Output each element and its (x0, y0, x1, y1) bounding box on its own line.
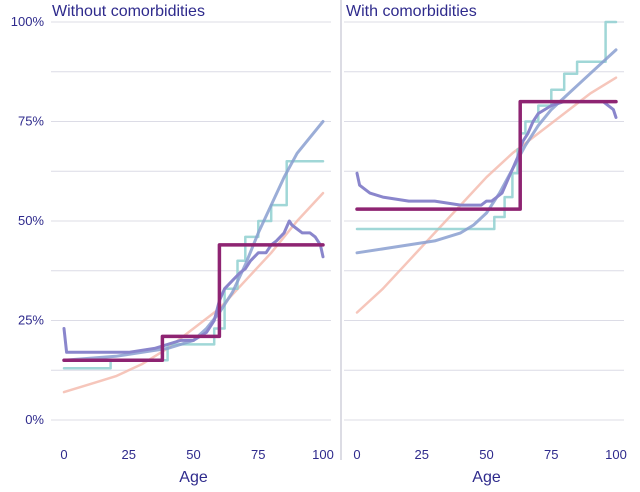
x-axis-title: Age (179, 469, 208, 486)
y-tick-label: 100% (11, 14, 45, 29)
series-line (355, 99, 618, 211)
series-layer (62, 20, 618, 394)
series-line (62, 160, 325, 370)
panel-title: Without comorbidities (52, 3, 205, 20)
series-line (62, 191, 325, 394)
x-tick-label: 25 (415, 447, 429, 462)
series-line (355, 48, 618, 255)
x-tick-label: 100 (312, 447, 334, 462)
series-line (62, 219, 325, 354)
x-tick-label: 0 (353, 447, 360, 462)
x-tick-label: 50 (479, 447, 493, 462)
series-line (62, 120, 325, 362)
x-tick-label: 50 (186, 447, 200, 462)
y-tick-label: 75% (18, 114, 44, 129)
x-tick-label: 0 (60, 447, 67, 462)
series-line (355, 76, 618, 314)
grid-layer (51, 21, 624, 421)
y-tick-label: 50% (18, 213, 44, 228)
x-tick-label: 75 (544, 447, 558, 462)
x-tick-label: 75 (251, 447, 265, 462)
x-axis-title: Age (472, 469, 501, 486)
series-line (62, 243, 325, 363)
label-layer: 0% 25% 50% 75% 100% Without comorbidities 0 25 5… (11, 3, 627, 486)
y-tick-label: 25% (18, 313, 44, 328)
series-line (355, 100, 618, 207)
x-tick-label: 100 (605, 447, 627, 462)
panel-title: With comorbidities (346, 3, 477, 20)
y-tick-label: 0% (25, 412, 44, 427)
x-tick-label: 25 (122, 447, 136, 462)
series-line (355, 20, 618, 231)
